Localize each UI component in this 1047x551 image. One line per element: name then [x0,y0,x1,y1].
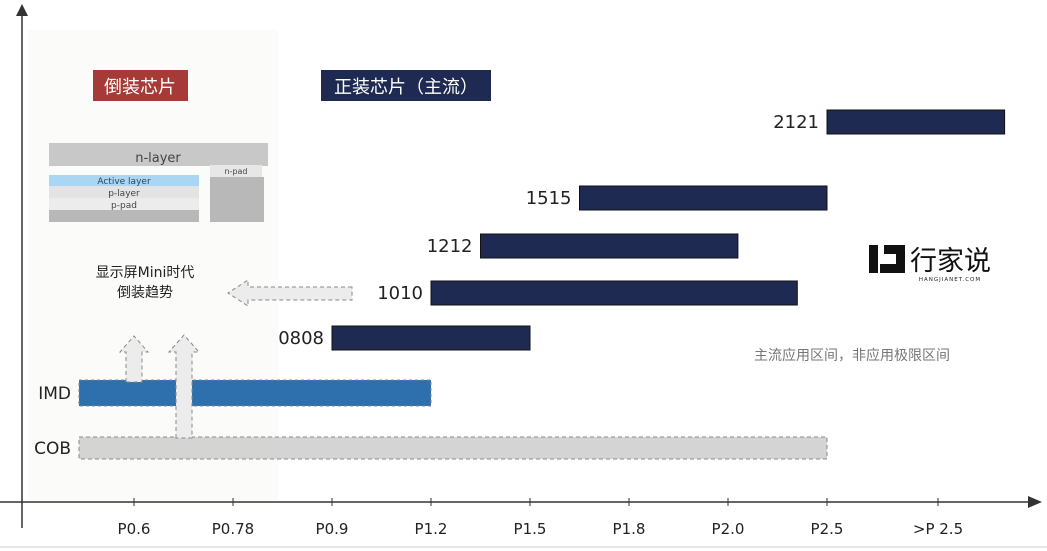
substrate-block [49,210,199,222]
up-arrow-1 [118,335,150,383]
x-tick-label: P1.2 [415,520,448,538]
bar [480,233,739,259]
trend-text-line-2: 倒装趋势 [117,285,173,301]
trend-arrow-left [227,279,353,307]
p-pad-label: p-pad [111,201,137,211]
bar-label: COB [34,439,71,459]
bar-label: 2121 [773,112,819,133]
bar [579,185,828,211]
trend-text-line-1: 显示屏Mini时代 [96,265,195,281]
bar [331,325,531,351]
brand-logo: 行家说 HANGJIANET.COM [869,245,991,283]
background-left-panel [28,30,278,500]
brand-name: 行家说 [910,246,991,277]
bar [78,379,432,407]
p-layer-block [49,186,199,198]
x-tick-label: P1.8 [613,520,646,538]
n-pad-column [210,177,264,222]
bar-label: 0808 [278,328,324,349]
x-tick-label: P0.78 [212,520,254,538]
bar-label: IMD [38,384,71,404]
p-layer-label: p-layer [108,189,140,199]
bar [430,280,798,306]
n-pad-top [210,165,262,177]
brand-mark-icon [869,245,878,273]
brand-sub: HANGJIANET.COM [919,277,981,283]
flip-chip-label: 倒装芯片 [104,77,176,98]
x-tick-label: P2.5 [811,520,844,538]
flip-chip-diagram: n-layer Active layer p-layer p-pad n-pad [49,143,268,222]
n-layer-block [49,143,268,166]
bar-label: 1515 [526,188,572,209]
up-arrow-2 [167,334,201,439]
p-pad-block [49,198,199,210]
n-pad-label: n-pad [224,167,247,176]
bar-label: 1212 [427,236,473,257]
face-up-label: 正装芯片（主流） [334,77,478,98]
bar-label: 1010 [377,283,423,304]
active-layer-label: Active layer [97,177,151,187]
y-axis-arrow [16,4,28,16]
bar [826,109,1006,135]
x-tick-label: >P 2.5 [913,520,963,538]
brand-mark-bracket-icon [880,245,905,273]
bar [78,436,828,460]
note-text: 主流应用区间，非应用极限区间 [754,347,950,364]
n-layer-label: n-layer [135,151,181,166]
x-tick-label: P1.5 [514,520,547,538]
x-axis-arrow [1028,496,1042,508]
flip-chip-label-box [93,70,188,101]
x-tick-label: P2.0 [712,520,745,538]
active-layer-block [49,175,199,186]
x-tick-label: P0.6 [118,520,151,538]
background-right-panel [278,30,1047,500]
x-tick-label: P0.9 [316,520,349,538]
face-up-label-box [321,70,491,101]
